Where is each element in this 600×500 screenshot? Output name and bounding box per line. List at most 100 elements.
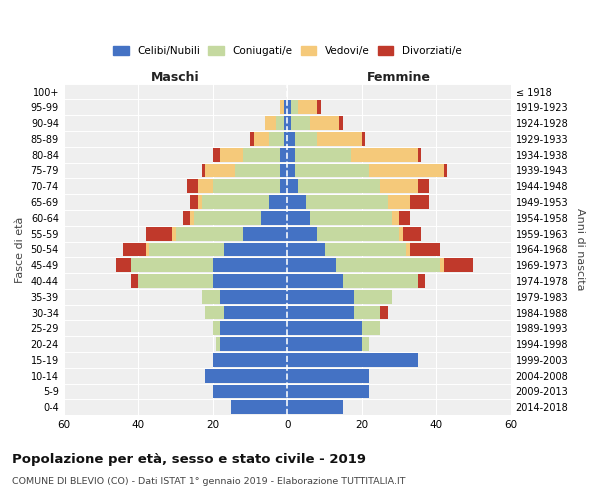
Y-axis label: Anni di nascita: Anni di nascita xyxy=(575,208,585,290)
Bar xyxy=(354,306,380,320)
Bar xyxy=(380,180,418,193)
Bar xyxy=(362,337,369,351)
Bar xyxy=(443,164,448,177)
Text: Maschi: Maschi xyxy=(151,70,200,84)
Bar xyxy=(392,211,399,225)
Text: COMUNE DI BLEVIO (CO) - Dati ISTAT 1° gennaio 2019 - Elaborazione TUTTITALIA.IT: COMUNE DI BLEVIO (CO) - Dati ISTAT 1° ge… xyxy=(12,478,406,486)
Bar xyxy=(406,242,410,256)
Bar xyxy=(403,226,421,240)
Bar xyxy=(190,211,194,225)
Bar xyxy=(287,148,295,162)
Bar xyxy=(213,384,287,398)
Bar xyxy=(202,290,220,304)
Bar xyxy=(399,226,403,240)
Bar xyxy=(287,211,310,225)
Bar xyxy=(242,148,280,162)
Bar xyxy=(242,226,287,240)
Bar xyxy=(410,242,440,256)
Bar xyxy=(232,400,287,414)
Bar xyxy=(418,180,429,193)
Bar xyxy=(220,337,287,351)
Bar xyxy=(198,195,202,209)
Bar xyxy=(440,258,443,272)
Bar xyxy=(220,322,287,336)
Bar xyxy=(116,258,131,272)
Bar xyxy=(187,180,198,193)
Text: Popolazione per età, sesso e stato civile - 2019: Popolazione per età, sesso e stato civil… xyxy=(12,452,366,466)
Bar xyxy=(317,132,362,146)
Bar xyxy=(235,164,280,177)
Bar xyxy=(298,100,317,114)
Bar xyxy=(220,148,242,162)
Bar xyxy=(254,132,269,146)
Bar xyxy=(325,242,406,256)
Bar xyxy=(287,274,343,288)
Bar xyxy=(295,132,317,146)
Bar xyxy=(354,290,392,304)
Bar xyxy=(287,337,362,351)
Bar xyxy=(250,132,254,146)
Bar xyxy=(350,148,418,162)
Legend: Celibi/Nubili, Coniugati/e, Vedovi/e, Divorziati/e: Celibi/Nubili, Coniugati/e, Vedovi/e, Di… xyxy=(110,42,464,59)
Bar xyxy=(291,116,310,130)
Bar xyxy=(287,180,298,193)
Text: Femmine: Femmine xyxy=(367,70,431,84)
Bar xyxy=(287,322,362,336)
Bar xyxy=(287,100,291,114)
Bar xyxy=(418,148,421,162)
Bar xyxy=(280,100,284,114)
Bar xyxy=(287,368,369,382)
Bar xyxy=(205,164,235,177)
Bar xyxy=(287,132,295,146)
Bar xyxy=(287,116,291,130)
Bar xyxy=(410,195,429,209)
Bar xyxy=(287,242,325,256)
Bar xyxy=(276,116,284,130)
Bar xyxy=(298,180,380,193)
Bar xyxy=(224,242,287,256)
Bar xyxy=(291,100,298,114)
Bar xyxy=(269,132,284,146)
Bar xyxy=(280,148,287,162)
Bar xyxy=(317,226,399,240)
Bar xyxy=(388,195,410,209)
Bar xyxy=(369,164,443,177)
Bar xyxy=(287,258,335,272)
Bar xyxy=(217,337,220,351)
Bar xyxy=(198,180,213,193)
Bar xyxy=(362,132,365,146)
Bar xyxy=(224,306,287,320)
Bar xyxy=(202,164,205,177)
Bar xyxy=(213,322,220,336)
Bar xyxy=(205,306,224,320)
Bar xyxy=(194,211,261,225)
Bar xyxy=(131,274,138,288)
Bar xyxy=(172,226,176,240)
Bar xyxy=(284,100,287,114)
Bar xyxy=(213,258,287,272)
Bar xyxy=(284,132,287,146)
Bar xyxy=(287,226,317,240)
Bar xyxy=(317,100,321,114)
Bar xyxy=(287,195,306,209)
Bar xyxy=(176,226,242,240)
Bar xyxy=(146,242,149,256)
Bar xyxy=(269,195,287,209)
Bar xyxy=(183,211,190,225)
Bar xyxy=(265,116,276,130)
Bar xyxy=(131,258,213,272)
Bar xyxy=(340,116,343,130)
Bar xyxy=(335,258,440,272)
Bar xyxy=(138,274,213,288)
Bar xyxy=(280,180,287,193)
Bar xyxy=(146,226,172,240)
Bar xyxy=(399,211,410,225)
Bar xyxy=(284,116,287,130)
Bar xyxy=(287,164,295,177)
Bar xyxy=(287,306,354,320)
Bar xyxy=(418,274,425,288)
Bar xyxy=(287,384,369,398)
Bar xyxy=(149,242,224,256)
Bar xyxy=(295,148,350,162)
Bar xyxy=(190,195,198,209)
